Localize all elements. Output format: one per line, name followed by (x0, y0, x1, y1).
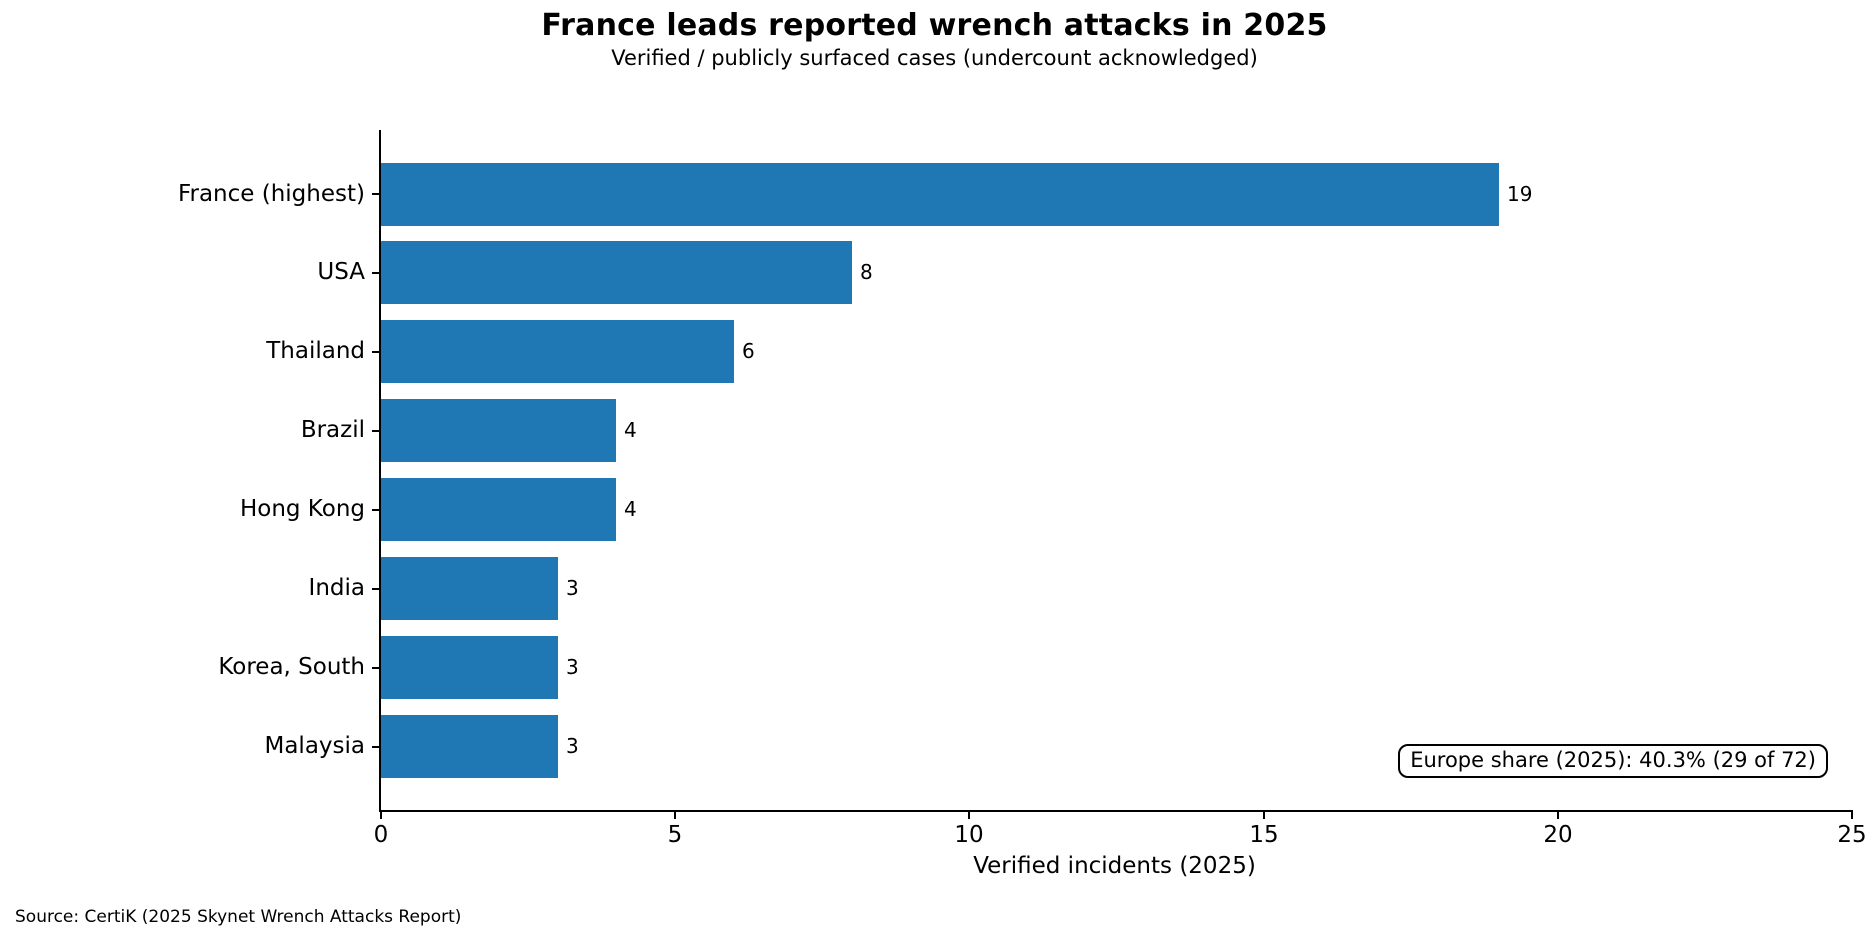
category-label: Thailand (266, 338, 365, 364)
category-label: USA (317, 259, 365, 285)
y-axis-tick (372, 351, 381, 353)
y-axis-tick (372, 588, 381, 590)
x-tick-label: 15 (1249, 822, 1279, 848)
bar-usa (381, 241, 852, 304)
bar-value-label: 4 (624, 418, 637, 442)
y-axis-tick (372, 272, 381, 274)
bar-korea-south (381, 636, 558, 699)
category-label: Korea, South (218, 654, 365, 680)
category-label: France (highest) (177, 181, 365, 207)
chart-title: France leads reported wrench attacks in … (541, 8, 1328, 43)
x-tick-label: 25 (1837, 822, 1867, 848)
category-label: Brazil (300, 417, 365, 443)
x-tick-label: 10 (954, 822, 984, 848)
x-axis-tick (1557, 810, 1559, 819)
plot-area: 19 France (highest) 8 USA 6 Thailand 4 Brazil 4 H… (178, 130, 1867, 848)
bar-value-label: 19 (1507, 182, 1533, 206)
chart-subtitle: Verified / publicly surfaced cases (unde… (611, 46, 1258, 70)
category-label: India (308, 575, 365, 601)
y-axis-tick (372, 430, 381, 432)
bar-india (381, 557, 558, 620)
bar-thailand (381, 320, 734, 383)
y-axis-tick (372, 509, 381, 511)
bar-value-label: 3 (566, 576, 579, 600)
source-note: Source: CertiK (2025 Skynet Wrench Attac… (15, 907, 462, 927)
x-axis-tick (380, 810, 382, 819)
x-tick-label: 5 (667, 822, 683, 848)
category-label: Malaysia (264, 733, 365, 759)
x-axis-tick (968, 810, 970, 819)
bar-value-label: 4 (624, 497, 637, 521)
bar-hong-kong (381, 478, 616, 541)
x-tick-label: 20 (1543, 822, 1573, 848)
x-axis-tick (1851, 810, 1853, 819)
annotation-box: Europe share (2025): 40.3% (29 of 72) (1398, 744, 1828, 778)
bar-value-label: 3 (566, 655, 579, 679)
y-axis-tick (372, 667, 381, 669)
bar-value-label: 6 (742, 339, 755, 363)
bar-brazil (381, 399, 616, 462)
bar-malaysia (381, 715, 558, 778)
x-axis-tick (674, 810, 676, 819)
bar-value-label: 3 (566, 734, 579, 758)
y-axis-tick (372, 746, 381, 748)
category-label: Hong Kong (239, 496, 365, 522)
x-axis-label: Verified incidents (2025) (973, 853, 1256, 879)
annotation-text: Europe share (2025): 40.3% (29 of 72) (1410, 748, 1816, 772)
bar-value-label: 8 (860, 260, 873, 284)
y-axis-tick (372, 193, 381, 195)
x-axis-tick (1263, 810, 1265, 819)
x-tick-label: 0 (373, 822, 389, 848)
bar-france-highest (381, 163, 1499, 226)
